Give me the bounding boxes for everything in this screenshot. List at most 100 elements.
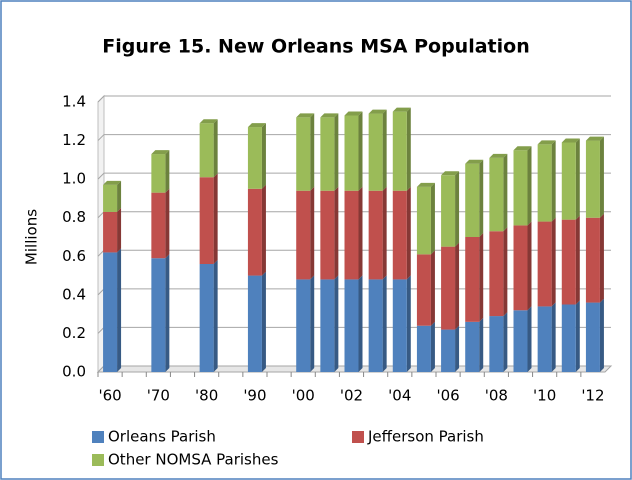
x-tick-label: '00 bbox=[292, 387, 315, 405]
bar-segment bbox=[416, 254, 431, 326]
bar-side bbox=[165, 188, 170, 259]
bar-segment bbox=[392, 279, 407, 372]
bar-segment bbox=[296, 190, 311, 280]
bar-side bbox=[455, 171, 460, 247]
bar-segment bbox=[103, 211, 118, 253]
legend-swatch bbox=[92, 431, 104, 443]
bar-segment bbox=[296, 279, 311, 372]
bar-segment bbox=[199, 264, 214, 372]
bar-side bbox=[455, 325, 460, 372]
bar-side bbox=[599, 213, 604, 303]
bar-segment bbox=[151, 154, 166, 193]
bar-side bbox=[455, 242, 460, 330]
y-tick-label: 1.4 bbox=[62, 93, 86, 111]
bar-side bbox=[310, 186, 315, 280]
bar-side bbox=[599, 298, 604, 372]
bar-side bbox=[599, 136, 604, 218]
bar-side bbox=[406, 107, 411, 191]
bar-segment bbox=[103, 252, 118, 372]
y-tick-label: 1.0 bbox=[62, 170, 86, 188]
bar-top bbox=[416, 182, 435, 187]
bar-top bbox=[320, 113, 339, 118]
legend-label: Other NOMSA Parishes bbox=[108, 451, 279, 469]
bar-side bbox=[479, 233, 484, 322]
bar-side bbox=[213, 260, 218, 372]
bar-side bbox=[551, 140, 556, 222]
bar-top bbox=[151, 150, 170, 155]
y-tick-label: 0.0 bbox=[62, 363, 86, 381]
bar-segment bbox=[247, 127, 262, 189]
y-tick-label: 0.4 bbox=[62, 285, 86, 303]
bar-segment bbox=[392, 190, 407, 280]
x-tick-label: '04 bbox=[388, 387, 411, 405]
bar-segment bbox=[199, 177, 214, 264]
bar-segment bbox=[344, 190, 359, 280]
y-tick-label: 0.8 bbox=[62, 208, 86, 226]
legend-swatch bbox=[92, 454, 104, 466]
grid-line bbox=[97, 172, 611, 180]
bar-top bbox=[103, 180, 122, 185]
bar-segment bbox=[561, 142, 576, 220]
bar-side bbox=[310, 113, 315, 191]
bar-side bbox=[117, 248, 122, 372]
bar-segment bbox=[489, 316, 504, 372]
bar-top bbox=[465, 159, 484, 164]
bar-segment bbox=[199, 123, 214, 178]
bar-segment bbox=[344, 279, 359, 372]
x-tick-label: '02 bbox=[340, 387, 363, 405]
bar-segment bbox=[320, 279, 335, 372]
bar-top bbox=[513, 146, 532, 151]
bar-side bbox=[213, 119, 218, 178]
bar-side bbox=[382, 186, 387, 280]
bar-segment bbox=[561, 219, 576, 305]
bar-top bbox=[561, 138, 580, 143]
y-tick-label: 0.6 bbox=[62, 247, 86, 265]
bar-top bbox=[441, 171, 460, 176]
x-tick-label: '06 bbox=[436, 387, 459, 405]
bar-side bbox=[382, 109, 387, 191]
x-tick-label: '90 bbox=[243, 387, 266, 405]
bar-side bbox=[382, 275, 387, 372]
grid-line bbox=[97, 95, 611, 103]
legend-label: Jefferson Parish bbox=[367, 428, 484, 446]
bar-side bbox=[575, 215, 580, 305]
bar-segment bbox=[585, 217, 600, 303]
bar-side bbox=[261, 123, 266, 189]
chart-title: Figure 15. New Orleans MSA Population bbox=[102, 36, 529, 58]
bar-top bbox=[296, 113, 315, 118]
bar-segment bbox=[151, 192, 166, 259]
bar-side bbox=[406, 275, 411, 372]
bar-side bbox=[334, 113, 339, 191]
bar-side bbox=[261, 271, 266, 372]
bar-segment bbox=[392, 111, 407, 191]
y-axis-label: Millions bbox=[23, 209, 41, 265]
bar-segment bbox=[441, 175, 456, 247]
bar-side bbox=[334, 275, 339, 372]
bar-segment bbox=[465, 163, 480, 237]
bar-top bbox=[392, 107, 411, 112]
bar-side bbox=[165, 150, 170, 193]
bar-side bbox=[527, 306, 532, 372]
bar-side bbox=[117, 207, 122, 253]
bar-segment bbox=[103, 184, 118, 212]
x-tick-label: '12 bbox=[581, 387, 604, 405]
bar-side bbox=[527, 146, 532, 226]
bar-side bbox=[479, 317, 484, 372]
bar-side bbox=[334, 186, 339, 280]
bar-side bbox=[117, 180, 122, 212]
bar-side bbox=[406, 186, 411, 280]
bar-top bbox=[489, 153, 508, 158]
bar-side bbox=[430, 182, 435, 255]
bar-side bbox=[503, 153, 508, 232]
bar-segment bbox=[561, 304, 576, 372]
bar-top bbox=[537, 140, 556, 145]
bar-segment bbox=[368, 279, 383, 372]
bar-segment bbox=[368, 113, 383, 191]
bar-top bbox=[368, 109, 387, 114]
bar-side bbox=[551, 217, 556, 307]
grid-line bbox=[97, 134, 611, 141]
bar-side bbox=[358, 275, 363, 372]
bar-segment bbox=[537, 306, 552, 372]
